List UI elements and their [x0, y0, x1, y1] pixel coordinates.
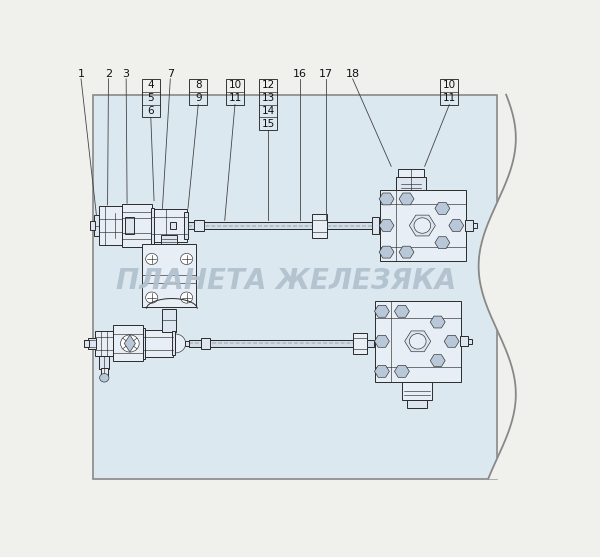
- Bar: [142, 243, 196, 307]
- Bar: [99, 356, 109, 369]
- Text: 13: 13: [262, 93, 275, 103]
- Bar: [380, 190, 466, 261]
- Bar: [375, 301, 461, 382]
- Bar: [113, 325, 143, 361]
- Text: 3: 3: [122, 69, 130, 79]
- Bar: [190, 340, 353, 348]
- Bar: [353, 333, 367, 354]
- Bar: [367, 340, 374, 347]
- Text: 4: 4: [148, 80, 154, 90]
- Bar: [161, 235, 178, 243]
- Text: 11: 11: [443, 93, 456, 103]
- Text: 7: 7: [167, 69, 174, 79]
- Bar: [194, 220, 204, 231]
- Bar: [184, 212, 188, 240]
- Bar: [398, 169, 424, 177]
- Circle shape: [146, 253, 158, 265]
- Bar: [94, 215, 99, 236]
- Bar: [469, 339, 472, 344]
- Bar: [121, 204, 152, 247]
- Circle shape: [121, 335, 139, 352]
- Bar: [188, 222, 312, 229]
- Circle shape: [181, 292, 193, 303]
- Bar: [125, 217, 134, 234]
- Text: 18: 18: [346, 69, 359, 79]
- Bar: [460, 336, 469, 346]
- Bar: [90, 221, 95, 230]
- Circle shape: [181, 253, 193, 265]
- Text: 10: 10: [443, 80, 456, 90]
- Text: 11: 11: [229, 93, 242, 103]
- Bar: [84, 340, 89, 347]
- Bar: [259, 79, 277, 130]
- Polygon shape: [124, 335, 136, 352]
- Bar: [185, 341, 190, 345]
- Bar: [142, 79, 160, 118]
- Bar: [396, 177, 426, 190]
- Bar: [99, 206, 122, 245]
- Bar: [371, 217, 379, 234]
- Polygon shape: [479, 95, 550, 478]
- Text: 5: 5: [148, 93, 154, 103]
- Bar: [92, 95, 497, 478]
- Circle shape: [414, 218, 431, 233]
- Bar: [402, 382, 432, 400]
- Bar: [162, 309, 176, 332]
- Bar: [88, 338, 97, 349]
- Text: 10: 10: [229, 80, 242, 90]
- Bar: [151, 208, 154, 243]
- Bar: [473, 223, 477, 228]
- Text: 15: 15: [262, 119, 275, 129]
- Bar: [101, 368, 107, 375]
- Bar: [95, 331, 113, 356]
- Bar: [312, 213, 327, 237]
- Bar: [152, 209, 187, 242]
- Bar: [190, 79, 207, 105]
- Text: 14: 14: [262, 106, 275, 116]
- Bar: [170, 222, 176, 229]
- Circle shape: [100, 374, 109, 382]
- Text: ПЛАНЕТА ЖЕЛЕЗЯКА: ПЛАНЕТА ЖЕЛЕЗЯКА: [116, 267, 457, 295]
- Bar: [327, 222, 376, 229]
- Circle shape: [409, 334, 426, 349]
- Polygon shape: [175, 334, 185, 353]
- Bar: [226, 79, 244, 105]
- Text: 17: 17: [319, 69, 333, 79]
- Bar: [172, 331, 175, 355]
- Bar: [200, 338, 210, 349]
- Text: 9: 9: [195, 93, 202, 103]
- Bar: [407, 400, 427, 408]
- Bar: [143, 328, 145, 359]
- Text: 2: 2: [105, 69, 112, 79]
- Text: 8: 8: [195, 80, 202, 90]
- Circle shape: [146, 292, 158, 303]
- Text: 12: 12: [262, 80, 275, 90]
- Bar: [464, 221, 473, 231]
- Text: 6: 6: [148, 106, 154, 116]
- Bar: [144, 330, 173, 357]
- Text: 1: 1: [77, 69, 85, 79]
- Text: 16: 16: [293, 69, 307, 79]
- Bar: [440, 79, 458, 105]
